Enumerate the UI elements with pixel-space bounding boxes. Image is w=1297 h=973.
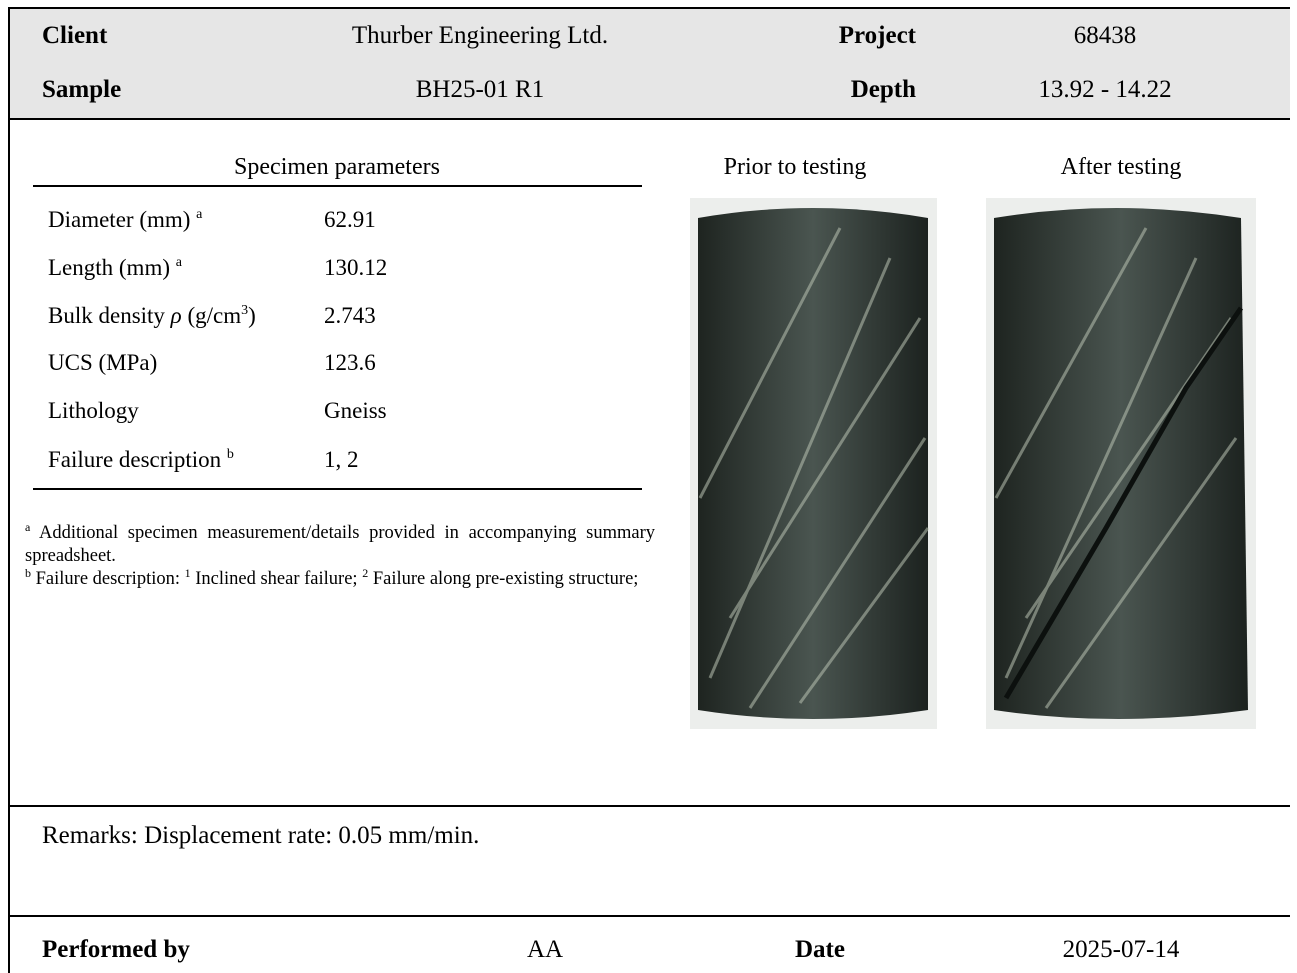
veins [698, 227, 930, 709]
note-mark: 1 [184, 566, 191, 580]
value: 2025-07-14 [1062, 936, 1180, 963]
exponent: 3 [241, 303, 249, 318]
border [8, 7, 10, 973]
rule [8, 915, 1290, 917]
text: Failure along pre-existing structure; [372, 569, 639, 589]
label: Sample [42, 76, 122, 103]
param-label: Diameter (mm) a [48, 207, 202, 233]
footnotes: a Additional specimen measurement/detail… [25, 520, 655, 591]
text: Length (mm) [48, 255, 170, 280]
rule [33, 488, 642, 490]
param-value: 62.91 [324, 207, 376, 232]
header-band [8, 8, 1290, 118]
param-label: Length (mm) a [48, 255, 182, 281]
photo-after [986, 198, 1256, 729]
value: Thurber Engineering Ltd. [351, 22, 609, 49]
param-value: 1, 2 [324, 447, 359, 472]
text: Diameter (mm) [48, 207, 191, 232]
label: Date [795, 936, 845, 963]
note-mark: b [226, 447, 234, 462]
note-mark: a [25, 520, 31, 534]
value: AA [526, 936, 564, 963]
label: Performed by [42, 936, 190, 963]
photo-caption: Prior to testing [723, 154, 867, 180]
photo-caption: After testing [1060, 154, 1182, 180]
param-label: Failure description b [48, 447, 234, 473]
note-mark: a [196, 207, 203, 222]
text: Failure description [48, 447, 222, 472]
label: Depth [850, 76, 916, 103]
param-label: Bulk density ρ (g/cm3) [48, 303, 256, 329]
rule [33, 185, 642, 187]
label: Project [838, 22, 916, 49]
label: Client [42, 22, 108, 49]
text: Additional specimen measurement/details … [25, 523, 655, 566]
value: BH25-01 R1 [415, 76, 545, 103]
param-label: Lithology [48, 398, 139, 423]
note-mark: b [25, 566, 31, 580]
value: 68438 [1073, 22, 1137, 49]
core [698, 208, 928, 719]
footnote: b Failure description: 1 Inclined shear … [25, 566, 655, 591]
symbol: ρ [170, 303, 182, 328]
photo-before [690, 198, 937, 729]
text: ) [248, 303, 256, 328]
note-mark: a [175, 255, 182, 270]
footnote: a Additional specimen measurement/detail… [25, 520, 655, 568]
table-title: Specimen parameters [234, 154, 440, 180]
text: Inclined shear failure; [195, 569, 358, 589]
param-value: 2.743 [324, 303, 376, 328]
fracture [1003, 306, 1244, 700]
rule [8, 118, 1290, 120]
text: Failure description: [35, 569, 180, 589]
note-mark: 2 [362, 566, 369, 580]
param-value: Gneiss [324, 398, 387, 423]
rule [8, 805, 1290, 807]
text: (g/cm [187, 303, 242, 328]
remarks: Remarks: Displacement rate: 0.05 mm/min. [42, 822, 480, 849]
text: Bulk density [48, 303, 165, 328]
value: 13.92 - 14.22 [1038, 76, 1172, 103]
core [994, 208, 1248, 719]
rule [8, 7, 1290, 9]
param-label: UCS (MPa) [48, 350, 158, 375]
param-value: 123.6 [324, 350, 376, 375]
param-value: 130.12 [324, 255, 388, 280]
